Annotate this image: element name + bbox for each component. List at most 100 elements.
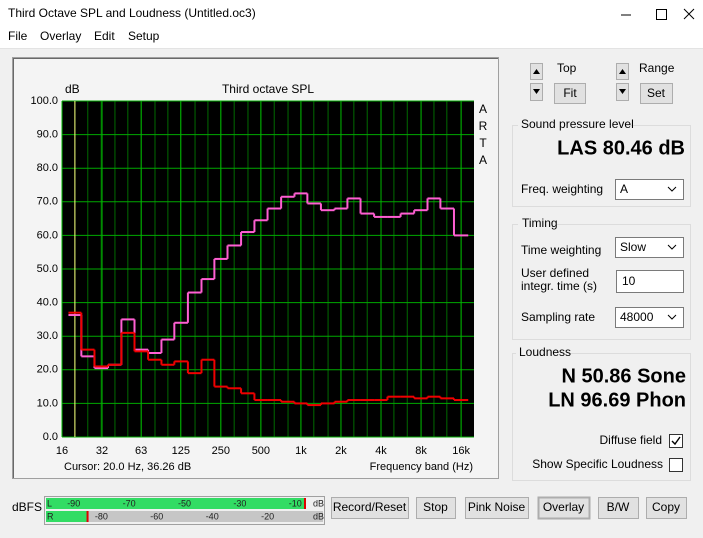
button-text: Overlay (543, 500, 584, 514)
combo-box[interactable] (615, 237, 684, 258)
fit-text: Fit (563, 86, 577, 100)
arrow-up (619, 69, 626, 74)
group-title: Loudness (519, 345, 571, 359)
checkbox-label: Show Specific Loudness (532, 457, 663, 471)
x-tick-label: 125 (172, 445, 190, 457)
title-bar (0, 0, 703, 30)
y-axis-label: dB (65, 82, 80, 96)
combo-value: 48000 (620, 310, 654, 324)
button-text: Record/Reset (333, 500, 407, 514)
menu-item[interactable]: Edit (94, 29, 115, 43)
meter-tick-label: -20 (261, 511, 274, 521)
fit-button[interactable] (554, 83, 586, 104)
y-tick-label: 50.0 (37, 263, 58, 275)
loudness-ln: LN 96.69 Phon (548, 389, 686, 411)
button-row: Record/Reset Stop Pink Noise Overlay B/W Copy (331, 496, 687, 520)
combo-box[interactable] (615, 307, 684, 328)
meter-peak (303, 498, 306, 509)
meter: L -90 -70 -50 -30 -10 dB R -80 -60 -40 -20 dB (46, 498, 324, 522)
field-label: Freq. weighting (521, 182, 603, 196)
group-title-bg (518, 217, 556, 231)
combo-chevron (667, 186, 677, 192)
cursor-readout: Cursor: 20.0 Hz, 36.26 dB (64, 461, 191, 473)
meter-peak (86, 511, 89, 522)
button[interactable] (537, 496, 591, 520)
meter-tick-label: -60 (150, 511, 163, 521)
top-label: Top (557, 61, 577, 75)
combo-chevron (667, 314, 677, 320)
panel-shadow (13, 58, 498, 478)
meter-track (46, 511, 323, 522)
menu-bar (0, 30, 703, 48)
y-tick-label: 70.0 (37, 196, 58, 208)
arrow-down (533, 89, 540, 94)
menu-item[interactable]: Overlay (40, 29, 81, 43)
meter-label: dBFS (12, 500, 42, 514)
checkbox[interactable] (669, 434, 683, 448)
x-tick-label: 16 (56, 445, 68, 457)
meter-tick-label: -10 (289, 498, 302, 508)
button-text: Copy (652, 500, 680, 514)
meter-tick-label: -70 (123, 498, 136, 508)
y-tick-label: 0.0 (43, 431, 58, 443)
arrow-up (533, 69, 540, 74)
plot-title: Third octave SPL (222, 82, 314, 96)
y-tick-label: 20.0 (37, 364, 58, 376)
button-text: Pink Noise (468, 500, 526, 514)
x-tick-label: 250 (212, 445, 230, 457)
window-title: Third Octave SPL and Loudness (Untitled.… (8, 6, 256, 20)
x-tick-label: 32 (96, 445, 108, 457)
combo-box[interactable] (615, 179, 684, 200)
x-tick-label: 63 (135, 445, 147, 457)
x-tick-label: 16k (452, 445, 470, 457)
group-box (512, 224, 691, 340)
x-tick-label: 500 (252, 445, 270, 457)
checkmark (671, 436, 681, 446)
input-value: 10 (622, 274, 636, 288)
meter-unit: dB (313, 511, 324, 521)
menu-item[interactable]: Setup (128, 29, 160, 43)
x-tick-label: 1k (295, 445, 307, 457)
side-label: ARTA (476, 102, 490, 170)
meter-channel: R (47, 511, 54, 521)
combo-value: A (620, 182, 628, 196)
button[interactable] (465, 497, 529, 519)
button-text: Stop (423, 500, 448, 514)
group-box (512, 353, 691, 481)
field-label: User defined (521, 266, 589, 280)
meter-tick-label: -50 (178, 498, 191, 508)
meter-channel: L (47, 498, 52, 508)
arrow-down (619, 89, 626, 94)
meter-tick-label: -30 (233, 498, 246, 508)
meter-tick-label: -90 (67, 498, 80, 508)
button[interactable] (331, 497, 409, 519)
y-tick-label: 60.0 (37, 229, 58, 241)
y-tick-label: 10.0 (37, 397, 58, 409)
field-label: Sampling rate (521, 310, 595, 324)
y-tick-label: 80.0 (37, 162, 58, 174)
meter-tick-label: -40 (206, 511, 219, 521)
close-button[interactable] (683, 8, 695, 20)
combo-chevron (667, 244, 677, 250)
button[interactable] (646, 497, 687, 519)
text-input[interactable] (616, 270, 684, 293)
loudness-n: N 50.86 Sone (561, 365, 686, 387)
button[interactable] (598, 497, 639, 519)
combo-value: Slow (620, 240, 646, 254)
y-tick-label: 30.0 (37, 330, 58, 342)
x-axis-label: Frequency band (Hz) (370, 461, 473, 473)
field-label: integr. time (s) (521, 279, 597, 293)
y-tick-label: 90.0 (37, 129, 58, 141)
set-text: Set (647, 86, 666, 100)
set-button[interactable] (640, 83, 673, 104)
y-tick-label: 40.0 (37, 297, 58, 309)
maximize-button[interactable] (656, 9, 667, 20)
button[interactable] (416, 497, 456, 519)
group-title: Sound pressure level (521, 117, 634, 131)
menu-item[interactable]: File (8, 29, 28, 43)
group-title: Timing (522, 216, 558, 230)
x-tick-label: 8k (415, 445, 427, 457)
meter-bar (46, 498, 305, 509)
group-title-bg (516, 346, 568, 360)
checkbox[interactable] (669, 458, 683, 472)
